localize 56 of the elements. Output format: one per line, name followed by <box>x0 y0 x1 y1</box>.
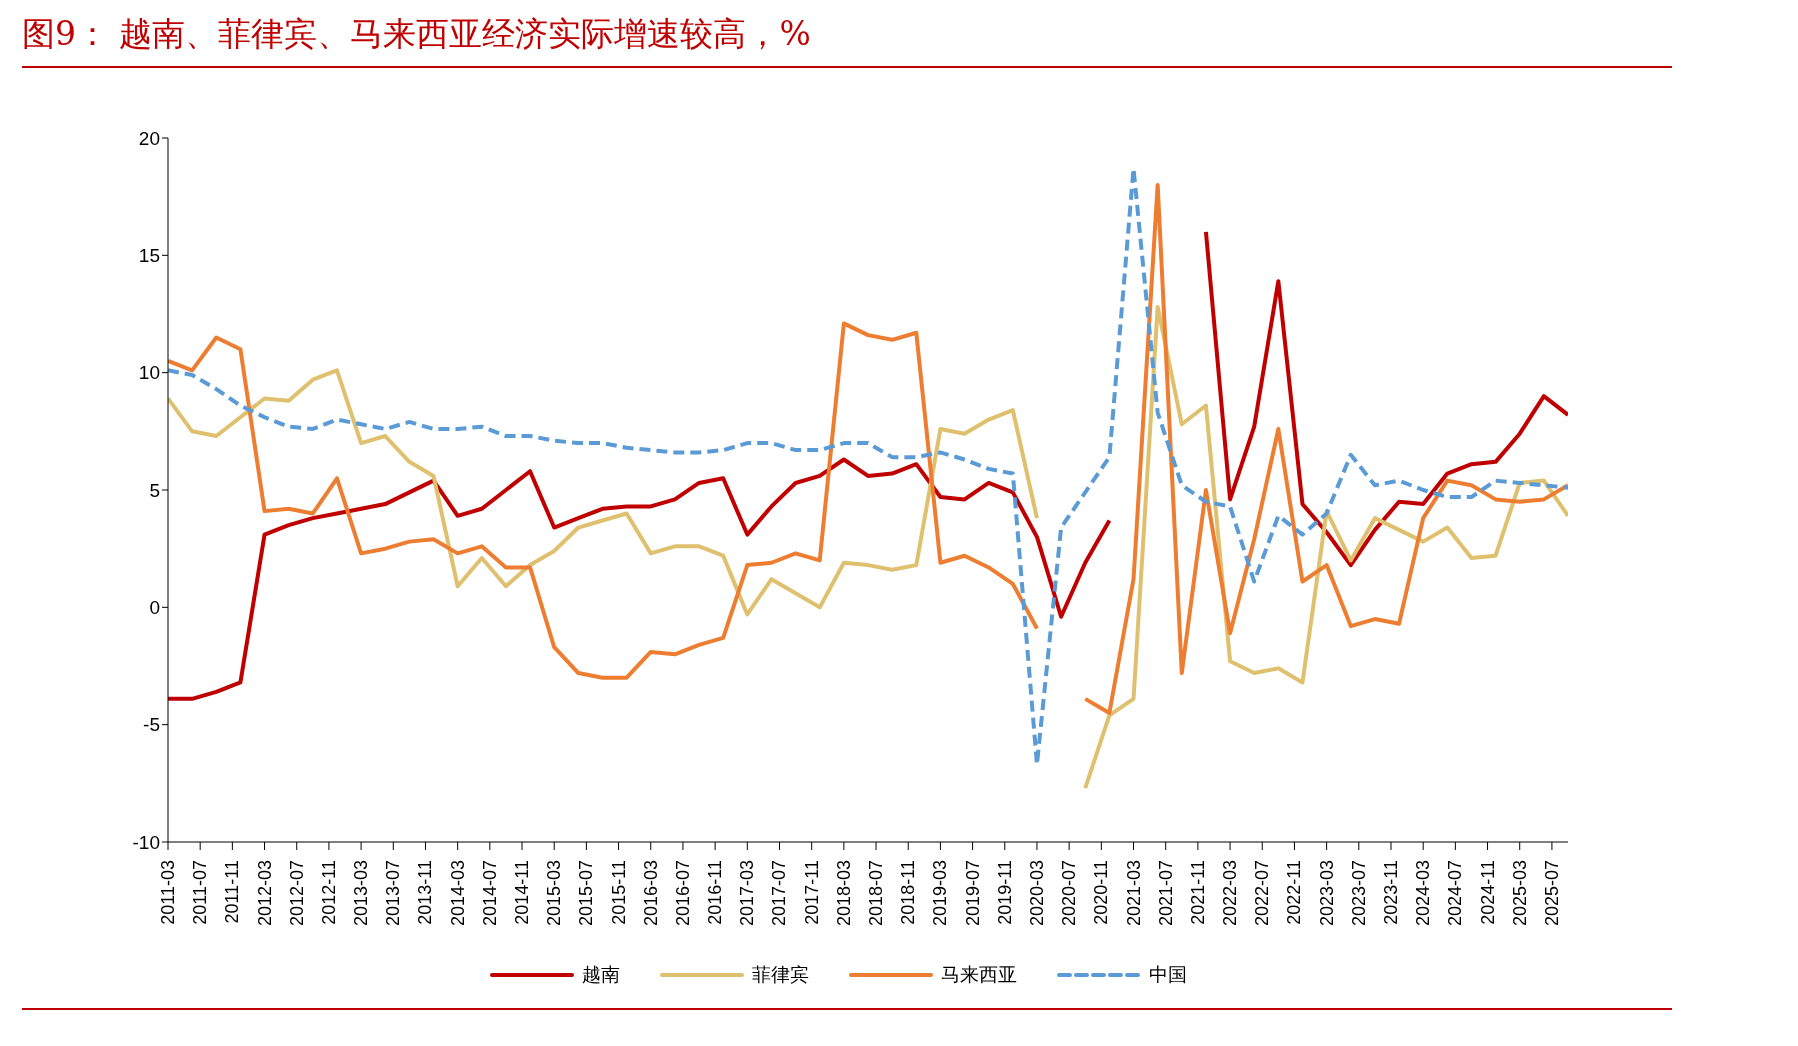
y-tick-label: 0 <box>149 597 160 619</box>
x-tick-label: 2020-07 <box>1059 860 1080 927</box>
x-tick-label: 2019-03 <box>930 860 951 927</box>
chart-title: 图9： 越南、菲律宾、马来西亚经济实际增速较高，% <box>22 13 811 55</box>
x-tick-label: 2020-11 <box>1091 860 1112 925</box>
x-tick-label: 2016-07 <box>672 860 693 927</box>
y-tick-label: 10 <box>138 362 160 384</box>
x-tick-label: 2015-07 <box>576 860 597 927</box>
x-tick-label: 2024-03 <box>1413 860 1434 927</box>
x-tick-label: 2017-07 <box>769 860 790 927</box>
x-tick-label: 2016-11 <box>705 860 726 925</box>
legend-label: 马来西亚 <box>940 962 1017 987</box>
x-tick-label: 2023-03 <box>1316 860 1337 927</box>
x-tick-label: 2018-03 <box>833 860 854 927</box>
x-tick-label: 2022-03 <box>1220 860 1241 927</box>
x-tick-label: 2024-11 <box>1477 860 1498 925</box>
x-tick-label: 2020-03 <box>1026 860 1047 927</box>
x-tick-label: 2014-11 <box>512 860 533 925</box>
x-tick-label: 2019-07 <box>962 860 983 927</box>
x-tick-label: 2025-03 <box>1509 860 1530 927</box>
x-tick-label: 2021-07 <box>1155 860 1176 927</box>
y-tick-label: 5 <box>149 479 160 501</box>
x-tick-label: 2021-11 <box>1187 860 1208 925</box>
legend-label: 越南 <box>581 962 620 987</box>
x-tick-label: 2014-03 <box>447 860 468 927</box>
x-tick-label: 2018-11 <box>898 860 919 925</box>
x-tick-label: 2016-03 <box>640 860 661 927</box>
x-tick-label: 2015-03 <box>544 860 565 927</box>
x-tick-label: 2013-03 <box>351 860 372 927</box>
y-tick-label: 20 <box>138 127 160 149</box>
x-tick-label: 2011-07 <box>190 860 211 925</box>
x-tick-label: 2017-11 <box>801 860 822 925</box>
x-tick-label: 2014-07 <box>479 860 500 927</box>
x-tick-label: 2017-03 <box>737 860 758 927</box>
legend-label: 菲律宾 <box>751 962 809 987</box>
x-tick-label: 2012-07 <box>286 860 307 927</box>
y-tick-label: -10 <box>132 831 160 853</box>
legend-label: 中国 <box>1148 962 1187 987</box>
x-tick-label: 2023-07 <box>1348 860 1369 927</box>
x-tick-label: 2013-07 <box>383 860 404 927</box>
x-tick-label: 2015-11 <box>608 860 629 925</box>
x-tick-label: 2021-03 <box>1123 860 1144 927</box>
x-tick-label: 2011-11 <box>222 860 243 924</box>
x-tick-label: 2024-07 <box>1445 860 1466 927</box>
y-tick-label: 15 <box>138 245 160 267</box>
x-tick-label: 2023-11 <box>1380 860 1401 925</box>
y-tick-label: -5 <box>143 714 160 736</box>
x-tick-label: 2022-11 <box>1284 860 1305 925</box>
x-tick-label: 2012-03 <box>254 860 275 927</box>
x-tick-label: 2018-07 <box>866 860 887 927</box>
x-tick-label: 2022-07 <box>1252 860 1273 927</box>
x-tick-label: 2012-11 <box>318 860 339 925</box>
x-tick-label: 2019-11 <box>994 860 1015 925</box>
x-tick-label: 2013-11 <box>415 860 436 925</box>
x-tick-label: 2011-03 <box>158 860 178 925</box>
x-tick-label: 2025-07 <box>1541 860 1562 927</box>
